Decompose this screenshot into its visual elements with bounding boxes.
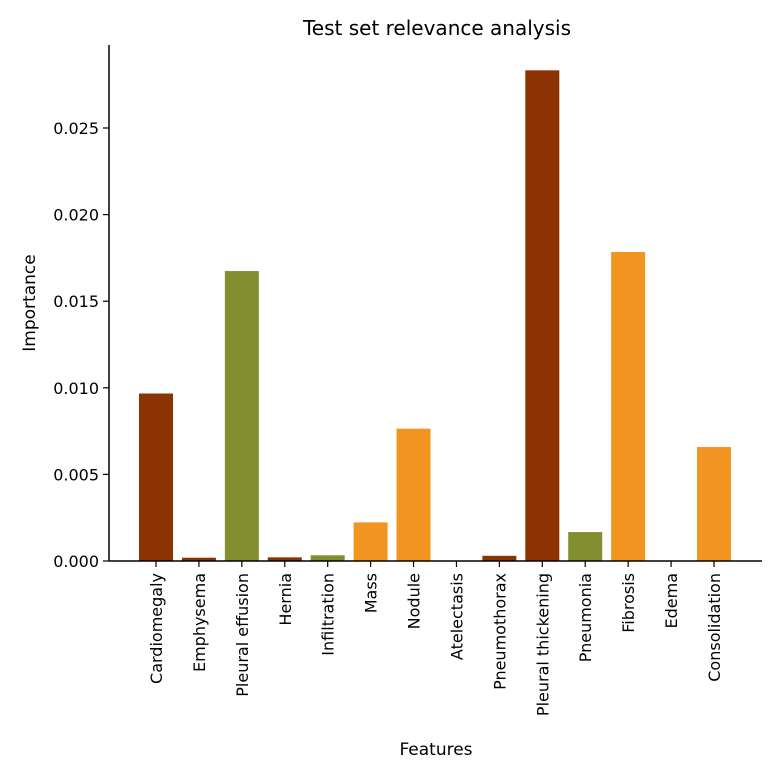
bar	[697, 447, 731, 561]
bar	[267, 557, 302, 561]
x-tick-label: Atelectasis	[447, 573, 466, 660]
y-axis-label: Importance	[20, 254, 40, 351]
bar	[611, 252, 646, 561]
x-tick-label: Pleural effusion	[233, 573, 252, 697]
x-tick-label: Fibrosis	[619, 573, 638, 633]
x-tick-label: Mass	[362, 573, 381, 613]
x-tick-label: Cardiomegaly	[147, 573, 166, 684]
x-tick-label: Pleural thickening	[533, 573, 552, 716]
bar	[396, 428, 431, 561]
y-tick-label: 0.025	[53, 119, 99, 138]
bar	[482, 555, 517, 561]
x-tick-label: Pneumothorax	[490, 573, 509, 690]
y-tick-label: 0.005	[53, 465, 99, 484]
x-axis-label: Features	[399, 740, 472, 760]
x-tick-label: Infiltration	[319, 573, 338, 656]
x-axis: Cardiomegaly Emphysema Pleural effusion Her…	[109, 560, 762, 716]
bar	[525, 70, 560, 561]
chart-title: Test set relevance analysis	[302, 16, 571, 40]
y-tick-label: 0.015	[53, 292, 99, 311]
x-tick-label: Nodule	[405, 573, 424, 629]
bar	[353, 522, 388, 561]
y-tick-label: 0.000	[53, 552, 99, 571]
y-tick-label: 0.010	[53, 379, 99, 398]
bar	[224, 271, 259, 561]
x-tick-label: Edema	[662, 573, 681, 629]
bar	[568, 532, 603, 561]
y-tick-label: 0.020	[53, 206, 99, 225]
x-tick-label: Pneumonia	[576, 573, 595, 662]
bar	[310, 555, 345, 561]
bar	[181, 557, 216, 561]
bars-group	[139, 70, 731, 561]
x-tick-label: Hernia	[276, 573, 295, 626]
y-axis: 0.000 0.005 0.010 0.015 0.020 0.025	[53, 45, 110, 571]
bar	[139, 393, 173, 561]
x-tick-label: Emphysema	[190, 573, 209, 672]
x-tick-label: Consolidation	[705, 573, 724, 682]
